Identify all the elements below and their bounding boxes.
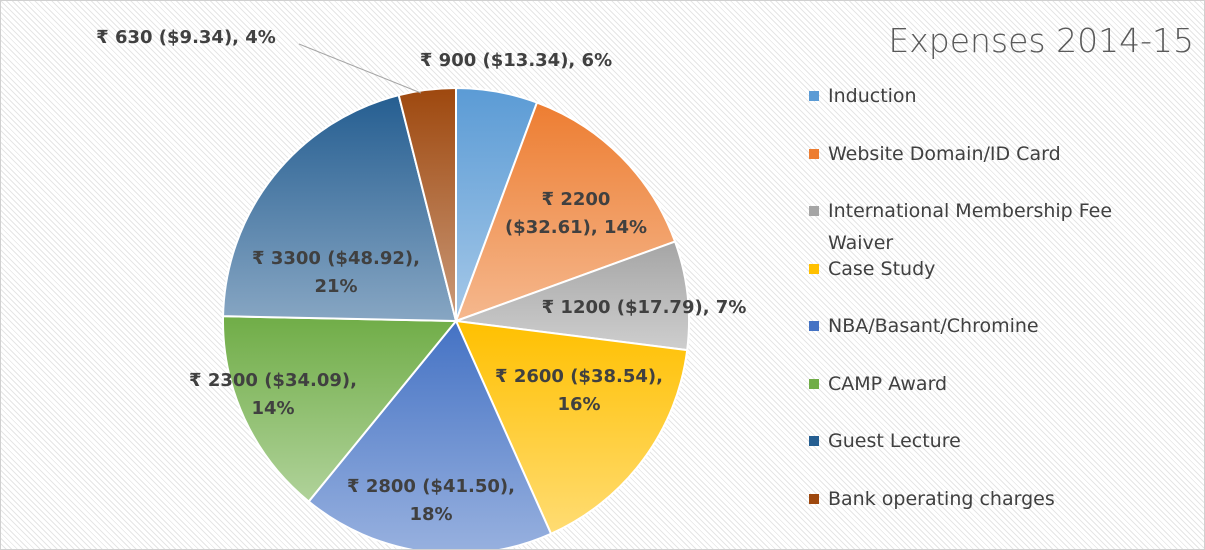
data-label: ₹ 2600 ($38.54), 16% (495, 366, 663, 415)
pie-slice (454, 319, 689, 536)
legend-item: Website Domain/ID Card (809, 138, 1169, 170)
pie-slice (397, 86, 457, 322)
legend-item: Case Study (809, 253, 1169, 285)
legend-item: Guest Lecture (809, 425, 1169, 457)
pie-slice (455, 240, 690, 352)
legend-label: Bank operating charges (828, 488, 1055, 510)
legend-swatch (809, 91, 819, 101)
legend-swatch (809, 494, 819, 504)
legend-label: NBA/Basant/Chromine (828, 315, 1039, 337)
data-label: ₹ 2200 ($32.61), 14% (504, 189, 648, 238)
data-label: ₹ 630 ($9.34), 4% (96, 27, 276, 48)
legend-swatch (809, 149, 819, 159)
leader-line (298, 43, 422, 94)
pie-slice (222, 315, 459, 503)
legend-item: International Membership Fee Waiver (809, 195, 1169, 259)
data-label: ₹ 2800 ($41.50), 18% (347, 476, 515, 525)
legend-swatch (809, 206, 819, 216)
data-label: ₹ 3300 ($48.92), 21% (252, 248, 420, 297)
legend-item: NBA/Basant/Chromine (809, 310, 1169, 342)
data-label: ₹ 1200 ($17.79), 7% (541, 297, 747, 318)
pie-slice (307, 319, 553, 549)
legend-label: Website Domain/ID Card (828, 143, 1061, 165)
legend-swatch (809, 264, 819, 274)
legend-swatch (809, 321, 819, 331)
chart-title: Expenses 2014-15 (888, 21, 1194, 60)
pie-slice (222, 93, 458, 323)
data-label: ₹ 2300 ($34.09), 14% (189, 370, 357, 419)
legend-item: Bank operating charges (809, 483, 1169, 515)
legend-item: Induction (809, 80, 1169, 112)
legend-label: Case Study (828, 258, 936, 280)
legend-label: Induction (828, 85, 917, 107)
legend-swatch (809, 436, 819, 446)
legend-swatch (809, 379, 819, 389)
data-label: ₹ 900 ($13.34), 6% (419, 50, 613, 71)
pie-slice (454, 101, 677, 323)
legend-label: Guest Lecture (828, 430, 961, 452)
legend-item: CAMP Award (809, 368, 1169, 400)
legend-label: International Membership Fee Waiver (828, 200, 1113, 254)
legend-label: CAMP Award (828, 373, 948, 395)
